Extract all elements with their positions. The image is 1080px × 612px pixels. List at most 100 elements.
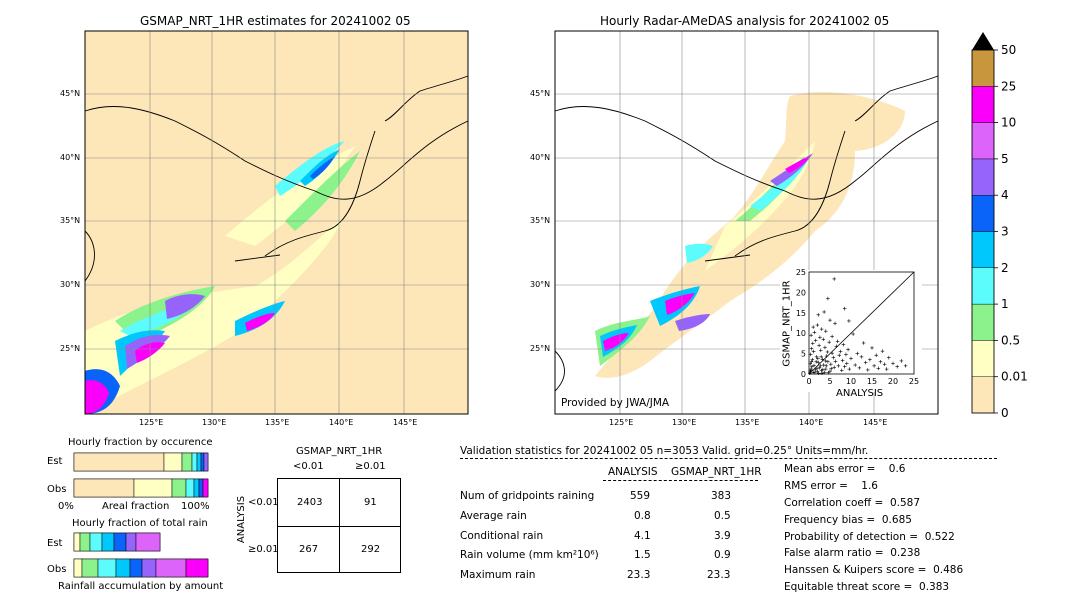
scatter-point [825,350,830,354]
scatter-point [821,367,825,372]
left-lon-145: 145°E [393,418,418,427]
scatter-point [816,313,821,317]
validation-col-gsmap: GSMAP_NRT_1HR [671,466,762,478]
score-ets: Equitable threat score = 0.383 [784,581,950,593]
scatter-point [817,366,822,370]
scatter-point [808,368,813,373]
scatter-point [823,359,828,363]
contingency-col-label-0: <0.01 [293,461,324,472]
scatter-point [824,354,829,358]
colorbar-label: 0.01 [1001,370,1028,384]
colorbar-label: 2 [1001,261,1009,275]
right-lon-135: 135°E [735,418,760,427]
scatter-point [895,364,899,369]
scatter-point [832,365,836,370]
stat-label-maximum: Maximum rain [460,569,536,581]
scatter-point [868,357,872,362]
scatter-point [824,364,829,368]
scatter-point [810,364,814,369]
scatter-point [899,359,904,363]
scatter-ylabel: GSMAP_NRT_1HR [781,280,793,367]
score-far: False alarm ratio = 0.238 [784,547,921,559]
right-lat-40: 40°N [530,153,551,162]
colorbar-extend-arrow [972,32,994,50]
scatter-point [811,370,815,375]
stat-gsmap-conditional: 3.9 [714,530,731,542]
scatter-point [821,363,826,367]
total-rain-est-label: Est [47,538,63,549]
scatter-point [815,366,819,371]
scatter-point [884,367,889,371]
scatter-point [840,358,845,363]
scatter-point [818,335,822,340]
contingency-row-label-1: ≥0.01 [248,544,279,555]
scatter-xtick: 25 [909,377,919,386]
right-lon-130: 130°E [672,418,697,427]
scatter-point [838,349,843,354]
scatter-point [815,323,820,327]
right-lat-35: 35°N [530,216,551,225]
total-rain-axis-label: Rainfall accumulation by amount [58,581,224,592]
contingency-row-label-0: <0.01 [248,497,279,508]
left-lat-40: 40°N [60,153,81,162]
scatter-point [811,349,816,354]
scatter-point [808,352,813,357]
scatter-point [853,363,857,367]
right-lon-145: 145°E [863,418,888,427]
stat-label-volume: Rain volume (mm km²10⁶) [460,549,599,561]
scatter-point [861,341,866,345]
colorbar-segment [971,49,995,87]
scatter-xtick: 10 [846,377,856,386]
stat-gsmap-volume: 0.9 [714,549,731,561]
contingency-row-title: ANALYSIS [236,495,248,544]
scatter-point [819,327,824,331]
stat-gsmap-average: 0.5 [714,510,731,522]
left-map-title: GSMAP_NRT_1HR estimates for 20241002 05 [140,14,411,28]
scatter-point [833,321,837,326]
right-lat-45: 45°N [530,89,551,98]
scatter-point [811,325,815,329]
colorbar-label: 25 [1001,79,1016,93]
scatter-point [817,343,821,348]
scatter-xtick: 20 [888,377,898,386]
scatter-point [813,368,818,372]
stat-analysis-maximum: 23.3 [627,569,651,581]
scatter-point [833,359,838,364]
left-lon-140: 140°E [329,418,354,427]
data-credit: Provided by JWA/JMA [561,397,670,409]
colorbar-segment [971,122,995,160]
scatter-xtick: 15 [867,377,877,386]
scatter-point [842,306,847,311]
scatter-point [880,349,885,353]
scatter-point [813,338,818,343]
right-lon-125: 125°E [609,418,634,427]
scatter-point [822,370,827,375]
scatter-point [808,371,812,375]
colorbar-label: 50 [1001,43,1016,57]
scatter-point [870,346,874,350]
scatter-point [836,364,841,368]
left-map [84,30,469,415]
scatter-xlabel: ANALYSIS [836,388,884,399]
scatter-point [820,371,824,375]
scatter-xtick: 0 [806,377,811,386]
scatter-point [812,330,817,335]
stat-label-average: Average rain [460,510,527,522]
scatter-point [842,364,847,369]
scatter-point [818,348,823,353]
right-lon-140: 140°E [799,418,824,427]
scatter-point [818,364,823,368]
scatter-point [851,332,855,336]
stat-analysis-volume: 1.5 [634,549,651,561]
scatter-point [824,367,828,371]
score-hk: Hanssen & Kuipers score = 0.486 [784,564,964,576]
colorbar: 0 0.01 0.5 1 2 3 4 5 10 25 50 [971,32,1028,420]
right-lat-25: 25°N [530,344,551,353]
contingency-col-label-1: ≥0.01 [355,461,386,472]
scatter-point [844,352,848,357]
left-lat-35: 35°N [60,216,81,225]
occurrence-est-label: Est [47,456,63,467]
scatter-plot: 00 5 5 10 10 15 15 20 20 25 25 [796,268,919,386]
scatter-point [831,355,836,360]
scatter-point [809,359,814,364]
